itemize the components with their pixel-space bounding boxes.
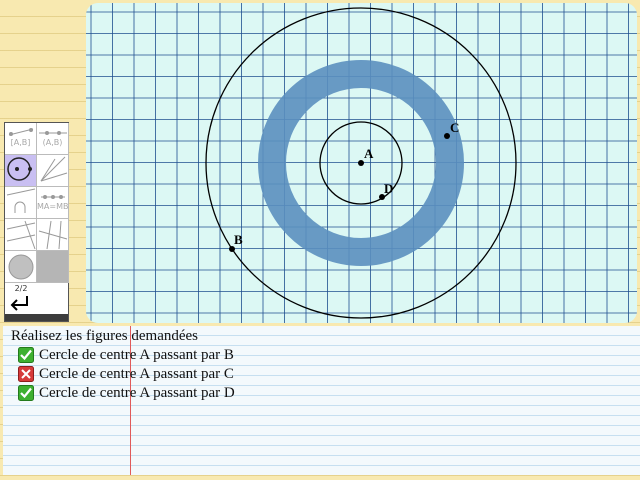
grey-disc-icon [8,254,34,280]
grey-square-icon [37,251,69,283]
cross-icon [18,366,34,382]
segment-tool-alt[interactable]: (A,B) [37,123,69,155]
margin-line [130,326,131,475]
task-label: Cercle de centre A passant par B [39,346,234,363]
segment-tool-alt-label: (A,B) [42,138,63,147]
point-b[interactable] [229,246,235,252]
task-title: Réalisez les figures demandées [11,328,199,344]
equidistant-tool-label: MA=MB [37,202,69,211]
highlight-ring [258,60,464,266]
page-indicator: 2/2 [14,284,28,293]
point-c-label: C [450,120,459,135]
point-d-label: D [384,181,393,196]
circle-through-d[interactable] [319,121,403,205]
task-label: Cercle de centre A passant par C [39,365,234,382]
equidistant-tool[interactable]: MA=MB [37,187,69,219]
arc-tool[interactable] [5,187,37,219]
point-a[interactable] [358,160,364,166]
ray-tool[interactable] [37,155,69,187]
color-tool[interactable] [5,251,37,283]
line-icon [39,131,67,135]
equidistant-icon [41,195,65,199]
grid [86,3,637,323]
task-panel: Réalisez les figures demandées Cercle de… [3,326,640,475]
perpendicular-tool[interactable] [37,219,69,251]
point-d[interactable] [379,194,385,200]
point-b-label: B [234,232,243,247]
drawing-canvas[interactable]: A B C D [86,3,637,323]
task-item-b: Cercle de centre A passant par B [18,346,234,364]
segment-icon [8,128,34,136]
toolbox-footer [5,314,68,321]
circle-tool[interactable] [5,155,37,187]
undo-arrow-icon[interactable] [9,293,31,311]
task-item-d: Cercle de centre A passant par D [18,384,235,402]
ray-icon [40,156,68,182]
task-label: Cercle de centre A passant par D [39,384,235,401]
parallel-tool[interactable] [5,219,37,251]
perpendicular-icon [38,220,68,250]
fill-tool[interactable] [37,251,69,283]
segment-tool[interactable]: [A,B] [5,123,37,155]
toolbox: [A,B] (A,B) MA=MB [4,122,69,322]
point-c[interactable] [444,133,450,139]
parallel-icon [6,220,36,250]
check-icon [18,385,34,401]
check-icon [18,347,34,363]
segment-tool-label: [A,B] [10,138,31,147]
point-a-label: A [364,146,374,161]
task-item-c: Cercle de centre A passant par C [18,365,234,383]
circle-icon [7,157,32,181]
arc-icon [6,188,36,213]
circle-through-b[interactable] [205,7,517,319]
